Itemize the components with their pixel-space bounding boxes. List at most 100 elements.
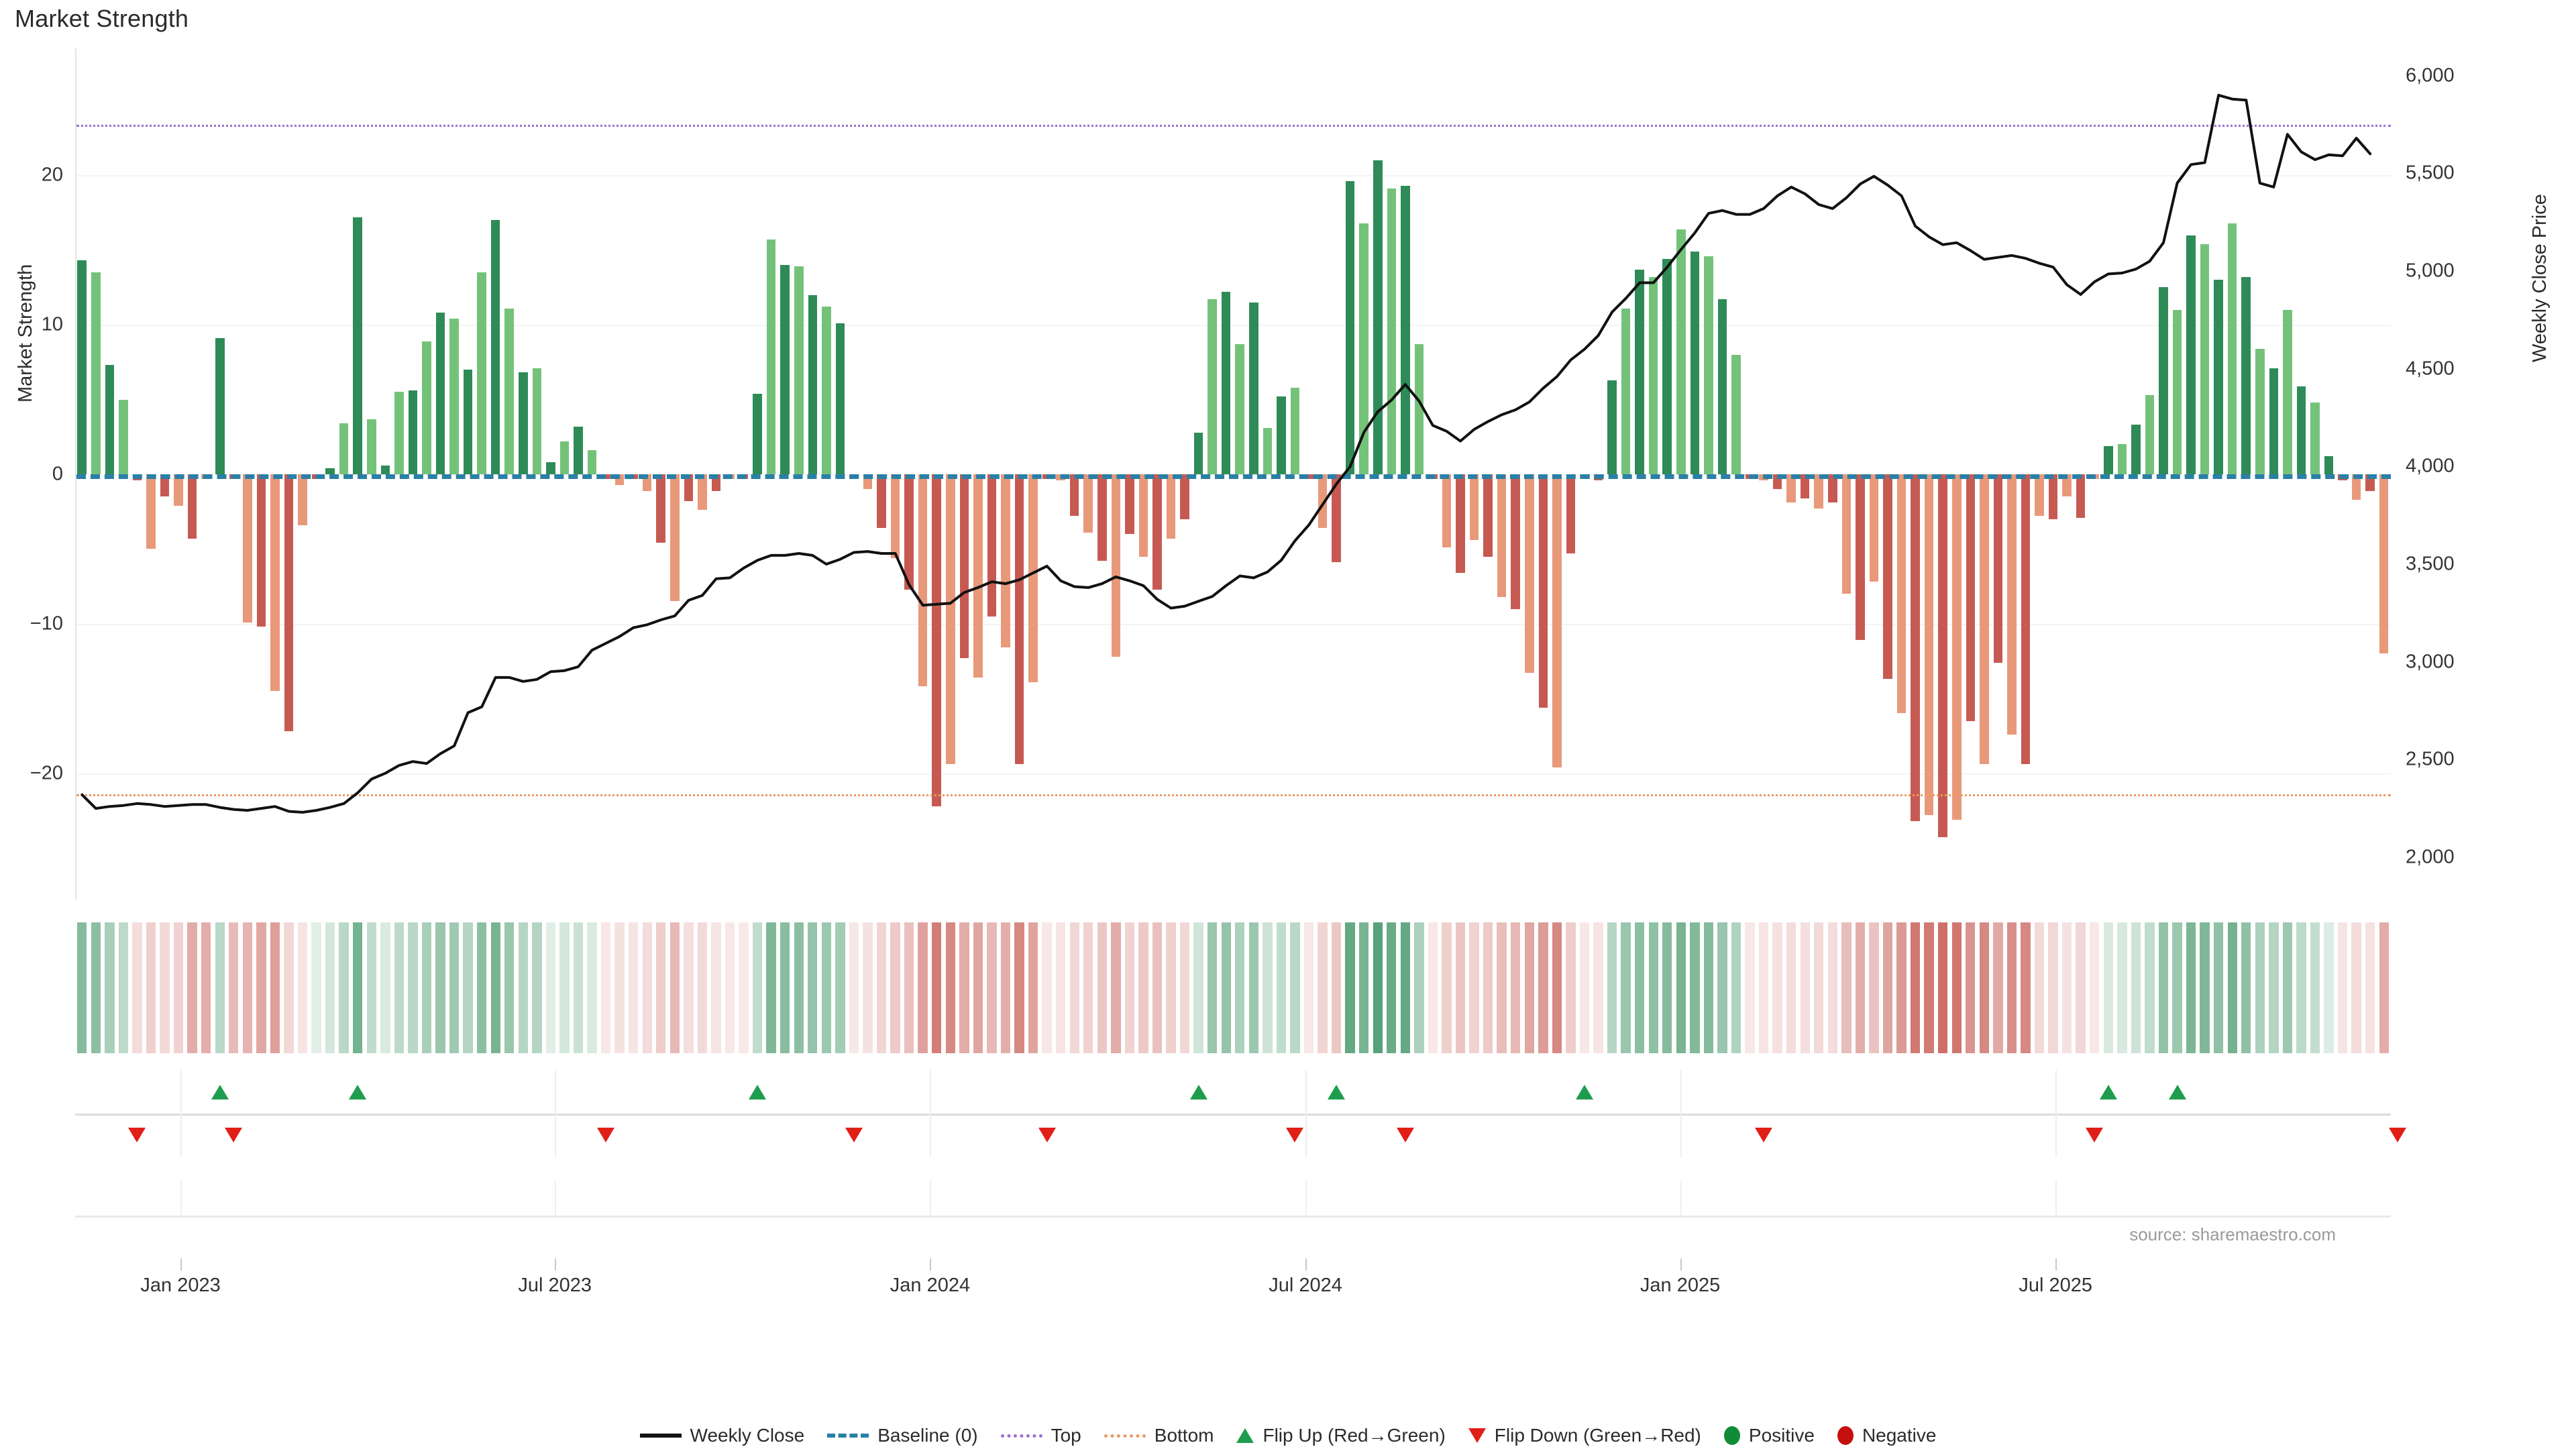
- bar-negative: [945, 474, 955, 765]
- heatmap-cell: [1166, 922, 1176, 1053]
- heatmap-cell: [1276, 922, 1287, 1053]
- heatmap-cell: [2186, 922, 2196, 1053]
- legend-swatch-dotted: [1000, 1434, 1042, 1438]
- y2-tick-label: 4,500: [2406, 358, 2455, 380]
- bar-negative: [2007, 474, 2017, 735]
- bar-negative: [270, 474, 280, 692]
- bar-positive: [2200, 244, 2210, 474]
- heatmap-cell: [1455, 922, 1466, 1053]
- gridline: [76, 175, 2391, 177]
- heatmap-cell: [1235, 922, 1245, 1053]
- heatmap-cell: [311, 922, 321, 1053]
- legend-label: Top: [1051, 1425, 1081, 1446]
- heatmap-cell: [945, 922, 955, 1053]
- x-tick-mark: [180, 1258, 182, 1271]
- legend-item[interactable]: Weekly Close: [639, 1425, 804, 1446]
- bar-negative: [1938, 474, 1947, 838]
- y-tick-label: 0: [52, 463, 63, 485]
- bar-negative: [2035, 474, 2044, 517]
- heatmap-cell: [2365, 922, 2375, 1053]
- heatmap-cell: [808, 922, 818, 1053]
- heatmap-cell: [1207, 922, 1218, 1053]
- bar-positive: [380, 465, 390, 474]
- bar-negative: [2379, 474, 2389, 654]
- heatmap-cell: [449, 922, 460, 1053]
- heatmap-cell: [532, 922, 542, 1053]
- bar-positive: [2117, 444, 2127, 474]
- bar-negative: [298, 474, 307, 525]
- heatmap-cell: [187, 922, 197, 1053]
- heatmap-cell: [270, 922, 280, 1053]
- legend-item[interactable]: Top: [1000, 1425, 1081, 1446]
- heatmap-cell: [2282, 922, 2293, 1053]
- triangle-down-icon: [1468, 1428, 1486, 1443]
- heatmap-cell: [780, 922, 790, 1053]
- heatmap-cell: [1248, 922, 1258, 1053]
- heatmap-cell: [1979, 922, 1990, 1053]
- heatmap-cell: [1607, 922, 1617, 1053]
- bar-negative: [1469, 474, 1479, 541]
- legend-item[interactable]: Flip Down (Green→Red): [1468, 1425, 1701, 1446]
- legend-item[interactable]: Baseline (0): [827, 1425, 978, 1446]
- bar-negative: [890, 474, 900, 558]
- heatmap-cell: [1758, 922, 1769, 1053]
- y2-tick-label: 3,000: [2406, 651, 2455, 673]
- y2-tick-label: 4,000: [2406, 455, 2455, 477]
- heatmap-cell: [849, 922, 859, 1053]
- y-tick-label: 10: [41, 313, 63, 335]
- heatmap-cell: [490, 922, 500, 1053]
- heatmap-cell: [1538, 922, 1548, 1053]
- heatmap-cell: [739, 922, 749, 1053]
- triangle-up-icon: [2168, 1085, 2186, 1099]
- bar-negative: [284, 474, 294, 732]
- triangle-up-icon: [2099, 1085, 2117, 1099]
- bar-positive: [422, 341, 431, 474]
- bar-negative: [256, 474, 266, 627]
- triangle-down-icon: [1396, 1128, 1414, 1142]
- heatmap-cell: [1042, 922, 1052, 1053]
- bar-positive: [2324, 456, 2334, 474]
- triangle-up-icon: [1575, 1085, 1593, 1099]
- legend-item[interactable]: Negative: [1837, 1425, 1937, 1446]
- heatmap-cell: [587, 922, 597, 1053]
- heatmap-cell: [366, 922, 376, 1053]
- flip-marker-panel: [75, 1070, 2407, 1157]
- legend-item[interactable]: Bottom: [1104, 1425, 1214, 1446]
- bar-positive: [559, 441, 570, 474]
- bar-positive: [449, 319, 459, 474]
- bar-positive: [490, 220, 500, 474]
- bar-negative: [1125, 474, 1134, 535]
- x-tick-label: Jul 2024: [1269, 1275, 1342, 1296]
- legend-item[interactable]: Positive: [1723, 1425, 1815, 1446]
- heatmap-cell: [987, 922, 997, 1053]
- bar-positive: [105, 365, 115, 474]
- bar-negative: [1028, 474, 1038, 682]
- bar-positive: [808, 294, 818, 474]
- bar-positive: [574, 426, 583, 474]
- heatmap-cell: [504, 922, 515, 1053]
- bar-negative: [2062, 474, 2072, 497]
- bar-negative: [877, 474, 886, 529]
- heatmap-cell: [394, 922, 405, 1053]
- x-gridline: [2055, 1070, 2057, 1157]
- flip-axis-rule: [75, 1114, 2391, 1116]
- heatmap-cell: [132, 922, 142, 1053]
- bar-positive: [1359, 223, 1368, 474]
- heatmap-cell: [1786, 922, 1796, 1053]
- legend-label: Negative: [1862, 1425, 1937, 1446]
- triangle-down-icon: [1755, 1128, 1773, 1142]
- bar-positive: [2241, 276, 2251, 474]
- heatmap-cell: [573, 922, 584, 1053]
- bar-negative: [1111, 474, 1121, 657]
- heatmap-cell: [1428, 922, 1438, 1053]
- bar-negative: [1966, 474, 1976, 721]
- heatmap-cell: [1179, 922, 1190, 1053]
- legend-item[interactable]: Flip Up (Red→Green): [1236, 1425, 1446, 1446]
- bar-negative: [1497, 474, 1507, 597]
- triangle-down-icon: [1286, 1128, 1304, 1142]
- triangle-up-icon: [1236, 1428, 1254, 1443]
- heatmap-cell: [904, 922, 914, 1053]
- bar-positive: [1662, 259, 1672, 474]
- heatmap-cell: [1579, 922, 1590, 1053]
- x-tick-mark: [930, 1258, 932, 1271]
